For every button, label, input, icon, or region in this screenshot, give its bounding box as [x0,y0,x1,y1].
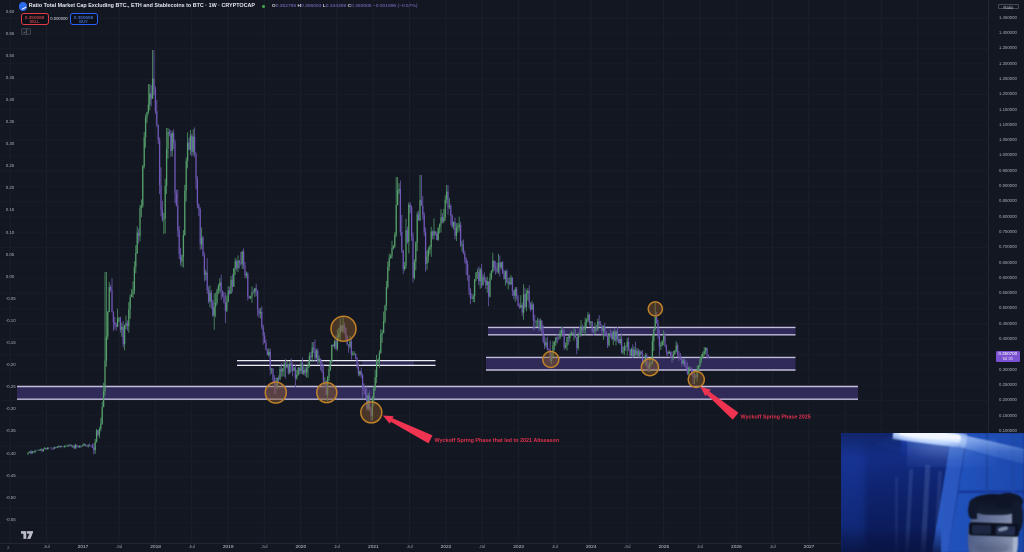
svg-text:Wyckoff Spring Phase 2025: Wyckoff Spring Phase 2025 [741,414,811,420]
svg-text:Wyckoff Spring Phase that led: Wyckoff Spring Phase that led to 2021 Al… [435,438,560,444]
